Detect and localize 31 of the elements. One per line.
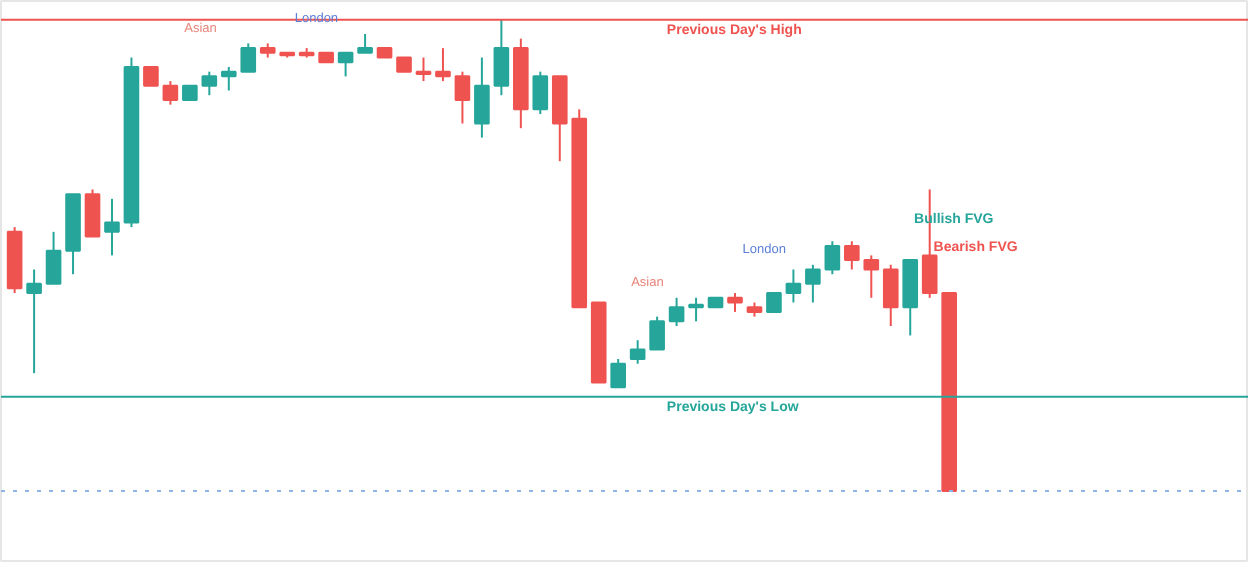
candlestick — [902, 259, 919, 337]
candlestick — [474, 56, 490, 139]
candlestick — [882, 263, 899, 328]
candlestick — [435, 47, 451, 83]
candlestick — [45, 230, 62, 285]
candlestick — [220, 65, 237, 92]
candlestick — [824, 240, 841, 276]
candlestick — [415, 56, 432, 83]
candlestick — [493, 18, 510, 97]
candlestick — [863, 254, 880, 299]
candlestick — [805, 263, 821, 304]
candlestick — [26, 268, 42, 375]
candlestick — [532, 70, 549, 116]
candlestick — [143, 65, 159, 87]
candlestick — [766, 292, 782, 313]
candlestick — [727, 292, 743, 313]
candlestick — [649, 315, 665, 351]
candlestick — [240, 42, 257, 73]
candlestick — [357, 32, 373, 54]
candlestick — [629, 339, 646, 365]
candlestick — [785, 268, 802, 304]
candlestick — [84, 188, 101, 238]
candlestick — [454, 70, 471, 125]
candlestick — [162, 80, 179, 106]
candlestick — [610, 358, 626, 389]
candlestick — [337, 51, 354, 78]
candlestick — [201, 70, 218, 97]
candlestick — [668, 296, 685, 328]
candlestick — [104, 197, 120, 257]
candlestick — [688, 296, 704, 323]
candlestick — [844, 240, 860, 271]
